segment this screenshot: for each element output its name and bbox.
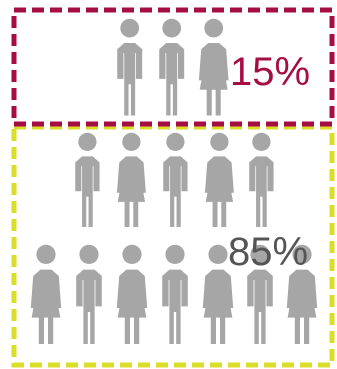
person-female-icon [204, 132, 234, 227]
minority-percent-label: 15% [230, 50, 310, 94]
majority-percent-label: 85% [228, 230, 308, 274]
person-female-icon [198, 18, 229, 116]
person-male-icon [75, 132, 100, 227]
person-male-icon [76, 244, 102, 344]
person-female-icon [116, 244, 148, 344]
person-male-icon [159, 18, 185, 116]
person-male-icon [117, 18, 143, 116]
person-male-icon [249, 132, 274, 227]
person-female-icon [116, 132, 146, 227]
majority-group-box [11, 124, 335, 368]
person-male-icon [162, 244, 188, 344]
person-male-icon [163, 132, 188, 227]
person-female-icon [30, 244, 62, 344]
